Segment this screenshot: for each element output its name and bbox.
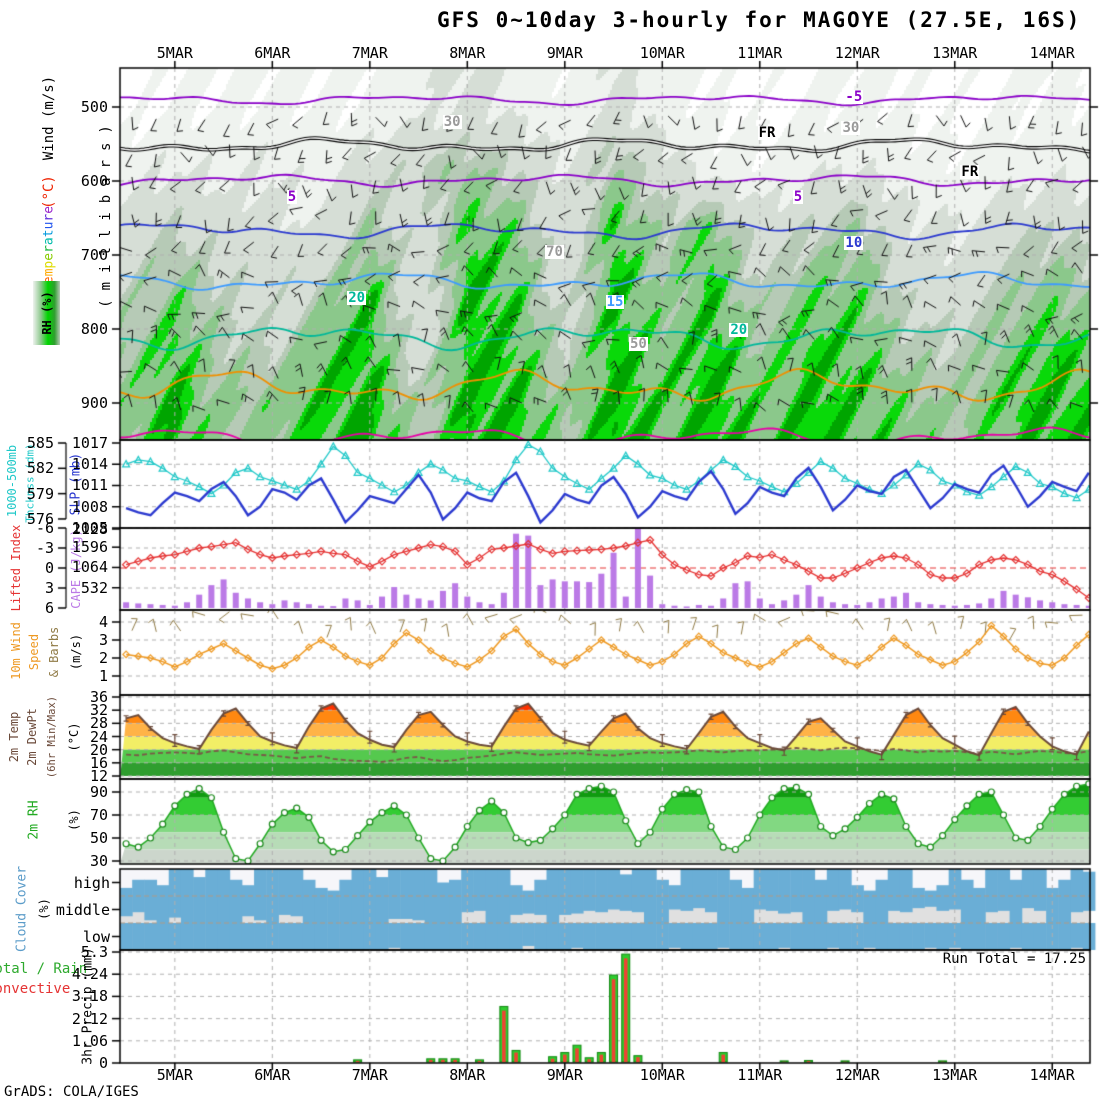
y-tick-label: 4	[98, 613, 108, 631]
x-axis-label-bottom: 9MAR	[546, 1066, 583, 1084]
y-tick-label: 3	[98, 631, 108, 649]
y-tick-label: 532	[80, 578, 108, 597]
x-axis-label-bottom: 10MAR	[639, 1066, 685, 1084]
x-axis-label-top: 8MAR	[449, 44, 486, 62]
y-tick-label: 1.06	[71, 1031, 108, 1050]
y-tick-label: 2128	[71, 520, 108, 538]
y-tick-label: 24	[89, 727, 108, 746]
y-tick-label: 1017	[71, 434, 108, 452]
y-tick-label: 3	[44, 579, 54, 597]
x-axis-label-bottom: 5MAR	[156, 1066, 193, 1084]
y-tick-label: 90	[89, 783, 108, 801]
x-axis-label-top: 7MAR	[351, 44, 388, 62]
contour-label: 20	[347, 289, 367, 306]
y-tick-label: 70	[89, 806, 108, 824]
contour-label: 15	[605, 294, 625, 311]
x-axis-label-top: 6MAR	[254, 44, 291, 62]
contour-label: 10	[844, 235, 864, 252]
y-tick-label: 20	[89, 740, 108, 759]
y-tick-label: 700	[80, 246, 108, 264]
y-tick-label: 1011	[71, 476, 108, 495]
contour-label: 30	[841, 119, 861, 136]
y-tick-label: 900	[80, 394, 108, 412]
y-tick-label: 16	[89, 753, 108, 772]
x-axis-label-bottom: 6MAR	[254, 1066, 291, 1084]
x-axis-label-top: 12MAR	[834, 44, 880, 62]
y-tick-label: 582	[26, 459, 54, 478]
y-tick-label: 1005	[71, 518, 108, 537]
x-axis-label-bottom: 14MAR	[1029, 1066, 1075, 1084]
x-axis-label-top: 9MAR	[546, 44, 583, 62]
y-tick-label: 12	[89, 767, 108, 785]
y-tick-label: 800	[80, 320, 108, 338]
y-tick-label: 1064	[71, 558, 108, 577]
contour-label: FR	[757, 124, 777, 141]
y-tick-label: 500	[80, 98, 108, 116]
x-axis-label-top: 14MAR	[1029, 44, 1075, 62]
y-tick-label: 5.3	[80, 943, 108, 962]
y-tick-label: 32	[89, 701, 108, 720]
y-tick-label: 28	[89, 714, 108, 733]
x-axis-label-bottom: 13MAR	[932, 1066, 978, 1084]
contour-label: -5	[844, 89, 864, 106]
y-tick-label: 0	[44, 559, 54, 577]
y-tick-label: 1	[98, 667, 108, 685]
contour-label: 5	[792, 189, 804, 206]
contour-label: FR	[960, 164, 980, 181]
y-tick-label: 4.24	[71, 965, 108, 984]
y-tick-label: 585	[26, 434, 54, 452]
x-axis-label-top: 5MAR	[156, 44, 193, 62]
x-axis-label-top: 11MAR	[737, 44, 783, 62]
x-axis-label-top: 10MAR	[639, 44, 685, 62]
y-tick-label: 50	[89, 829, 108, 847]
y-tick-label: 36	[89, 688, 108, 706]
x-axis-label-bottom: 7MAR	[351, 1066, 388, 1084]
y-tick-label: 3.18	[71, 987, 108, 1006]
x-axis-label-bottom: 11MAR	[737, 1066, 783, 1084]
y-tick-label: 1596	[71, 538, 108, 557]
x-axis-label-bottom: 8MAR	[449, 1066, 486, 1084]
y-tick-label: 579	[26, 484, 54, 503]
contour-label: 20	[729, 321, 749, 338]
x-axis-label-top: 13MAR	[932, 44, 978, 62]
y-tick-label: -6	[35, 519, 54, 537]
contour-label: 30	[442, 113, 462, 130]
y-tick-label: 30	[89, 852, 108, 870]
y-tick-label: 2	[98, 649, 108, 667]
contour-label: 5	[286, 189, 298, 206]
contour-label: 70	[545, 244, 564, 261]
y-tick-label: 600	[80, 172, 108, 190]
y-tick-label: 2.12	[71, 1009, 108, 1028]
contour-label: 50	[628, 335, 648, 352]
y-tick-label: 0	[98, 1054, 108, 1072]
y-tick-label: 576	[26, 509, 54, 528]
y-tick-label: -3	[35, 539, 54, 557]
x-axis-label-bottom: 12MAR	[834, 1066, 880, 1084]
y-tick-label: 1008	[71, 497, 108, 516]
y-tick-label: 1014	[71, 455, 108, 474]
y-tick-label: 6	[44, 599, 54, 617]
